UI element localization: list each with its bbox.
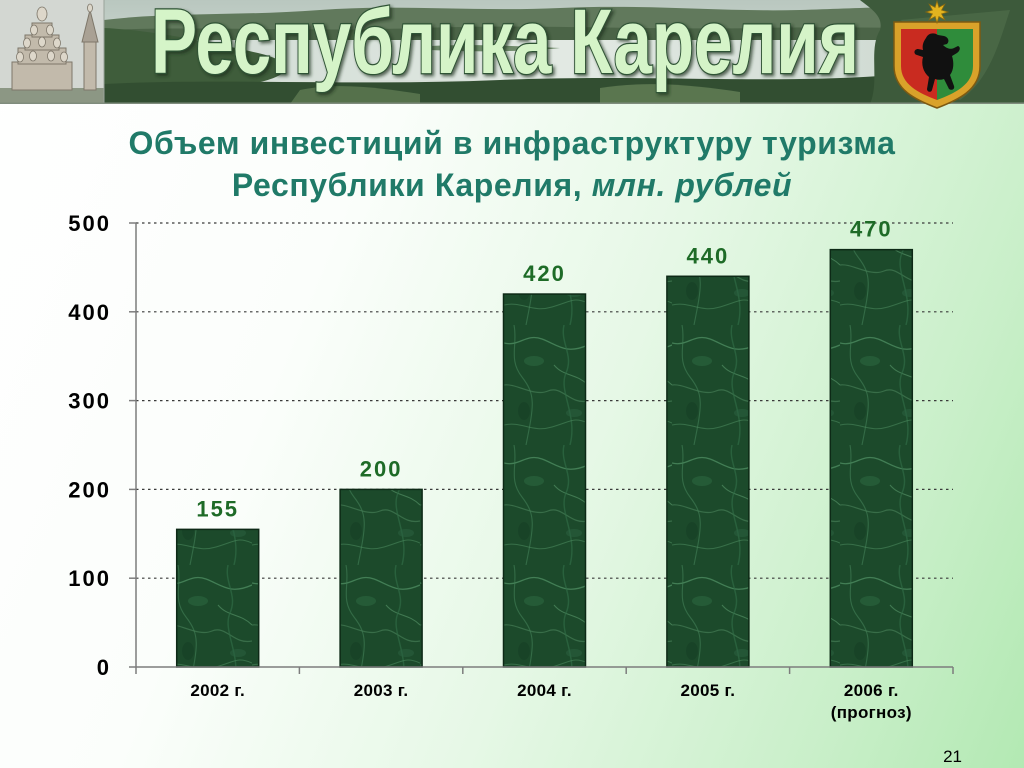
data-label: 470 bbox=[850, 217, 893, 242]
data-label: 440 bbox=[687, 243, 730, 268]
y-tick-label: 500 bbox=[68, 211, 111, 236]
chart-title-line-2-text: Республики Карелия, bbox=[231, 167, 583, 203]
coat-of-arms-icon bbox=[893, 0, 981, 109]
y-tick-label: 100 bbox=[68, 566, 111, 591]
bars bbox=[175, 248, 914, 668]
y-tick-label: 400 bbox=[68, 300, 111, 325]
chart-title-units: млн. рублей bbox=[591, 167, 793, 203]
page-number: 21 bbox=[943, 747, 962, 766]
bar bbox=[502, 293, 587, 668]
bar-chart-plot: 0 100 200 300 400 500 155 200 420 440 470 bbox=[68, 211, 954, 680]
bar bbox=[339, 488, 423, 668]
x-tick-label: 2003 г. bbox=[353, 681, 409, 700]
chart-title: Объем инвестиций в инфраструктуру туризм… bbox=[0, 122, 1024, 206]
x-tick-label: 2002 г. bbox=[190, 681, 246, 700]
data-label: 420 bbox=[523, 261, 566, 286]
data-label: 155 bbox=[196, 496, 239, 521]
header-banner: Республика Карелия bbox=[0, 0, 1024, 104]
bar bbox=[829, 248, 914, 668]
y-tick-label: 300 bbox=[68, 389, 111, 414]
data-label: 200 bbox=[360, 456, 403, 481]
chart-title-line-1: Объем инвестиций в инфраструктуру туризм… bbox=[128, 125, 896, 161]
header-title: Республика Карелия bbox=[151, 0, 859, 93]
kizhi-church-photo bbox=[0, 0, 105, 104]
bar bbox=[666, 275, 750, 668]
data-labels: 155 200 420 440 470 bbox=[196, 217, 893, 522]
bar-chart: 0 100 200 300 400 500 155 200 420 440 470 2002 г.… bbox=[0, 205, 1024, 735]
y-tick-label: 200 bbox=[68, 477, 111, 502]
axes: 0 100 200 300 400 500 bbox=[68, 211, 954, 680]
chart-title-line-2: Республики Карелия, млн. рублей bbox=[0, 164, 1024, 206]
header-divider bbox=[0, 102, 1024, 104]
y-tick-label: 0 bbox=[97, 655, 111, 680]
x-tick-label: 2004 г. bbox=[517, 681, 572, 700]
bar bbox=[175, 528, 260, 668]
x-tick-label: 2005 г. bbox=[680, 681, 736, 700]
x-axis-labels: 2002 г. 2003 г. 2004 г. 2005 г. 2006 г. (про… bbox=[0, 680, 1024, 730]
x-tick-label: 2006 г. (прогноз) bbox=[830, 681, 912, 722]
header-banner-image: Республика Карелия bbox=[0, 0, 1024, 104]
